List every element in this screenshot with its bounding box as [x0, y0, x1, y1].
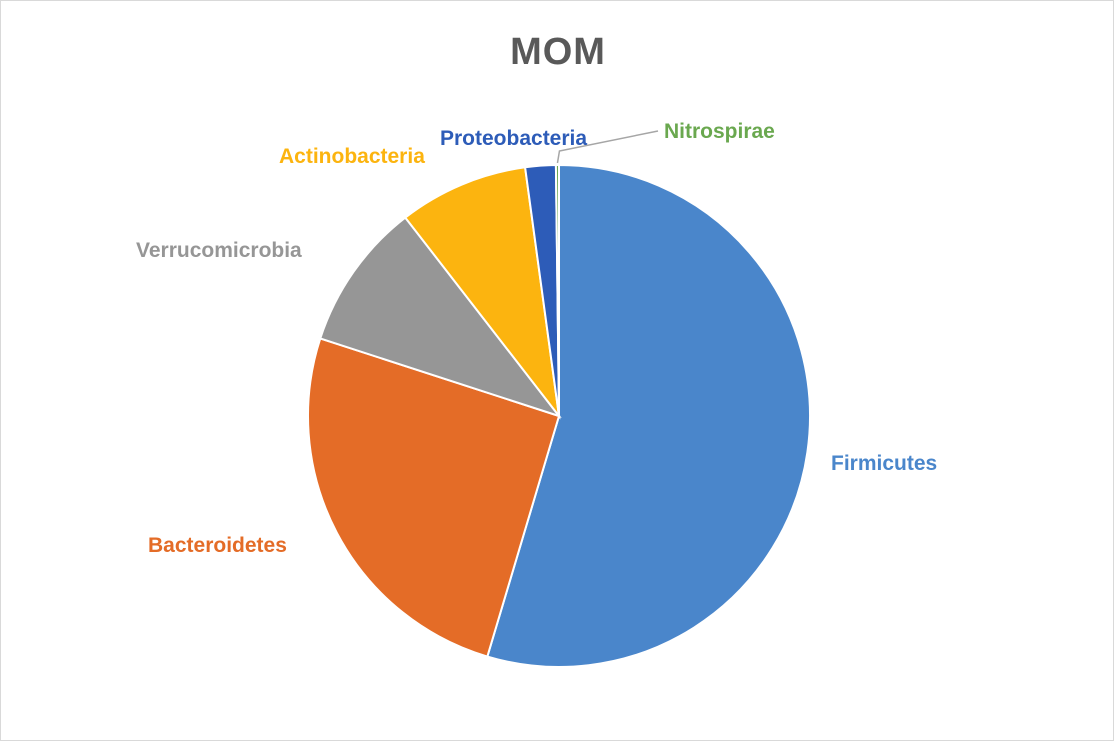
- pie-slice-firmicutes: [486, 163, 811, 668]
- pie-slice-actinobacteria: [403, 166, 561, 420]
- pie-slice-bacteroidetes: [307, 337, 561, 658]
- leader-lines: [556, 130, 659, 164]
- slice-labels: Firmicutes Bacteroidetes Verrucomicrobia Ac…: [136, 120, 937, 557]
- slice-label-nitrospirae: Nitrospirae: [664, 120, 775, 143]
- pie-slices: [307, 163, 811, 668]
- slice-label-bacteroidetes: Bacteroidetes: [148, 534, 287, 557]
- slice-label-firmicutes: Firmicutes: [831, 452, 937, 475]
- pie-slice-verrucomicrobia: [319, 216, 562, 418]
- slice-label-proteobacteria: Proteobacteria: [440, 127, 587, 150]
- leader-line-nitrospirae: [556, 130, 659, 164]
- pie-slice-nitrospirae: [554, 163, 560, 417]
- chart-title: MOM: [510, 31, 606, 73]
- slice-label-actinobacteria: Actinobacteria: [279, 145, 425, 168]
- slice-label-verrucomicrobia: Verrucomicrobia: [136, 239, 302, 262]
